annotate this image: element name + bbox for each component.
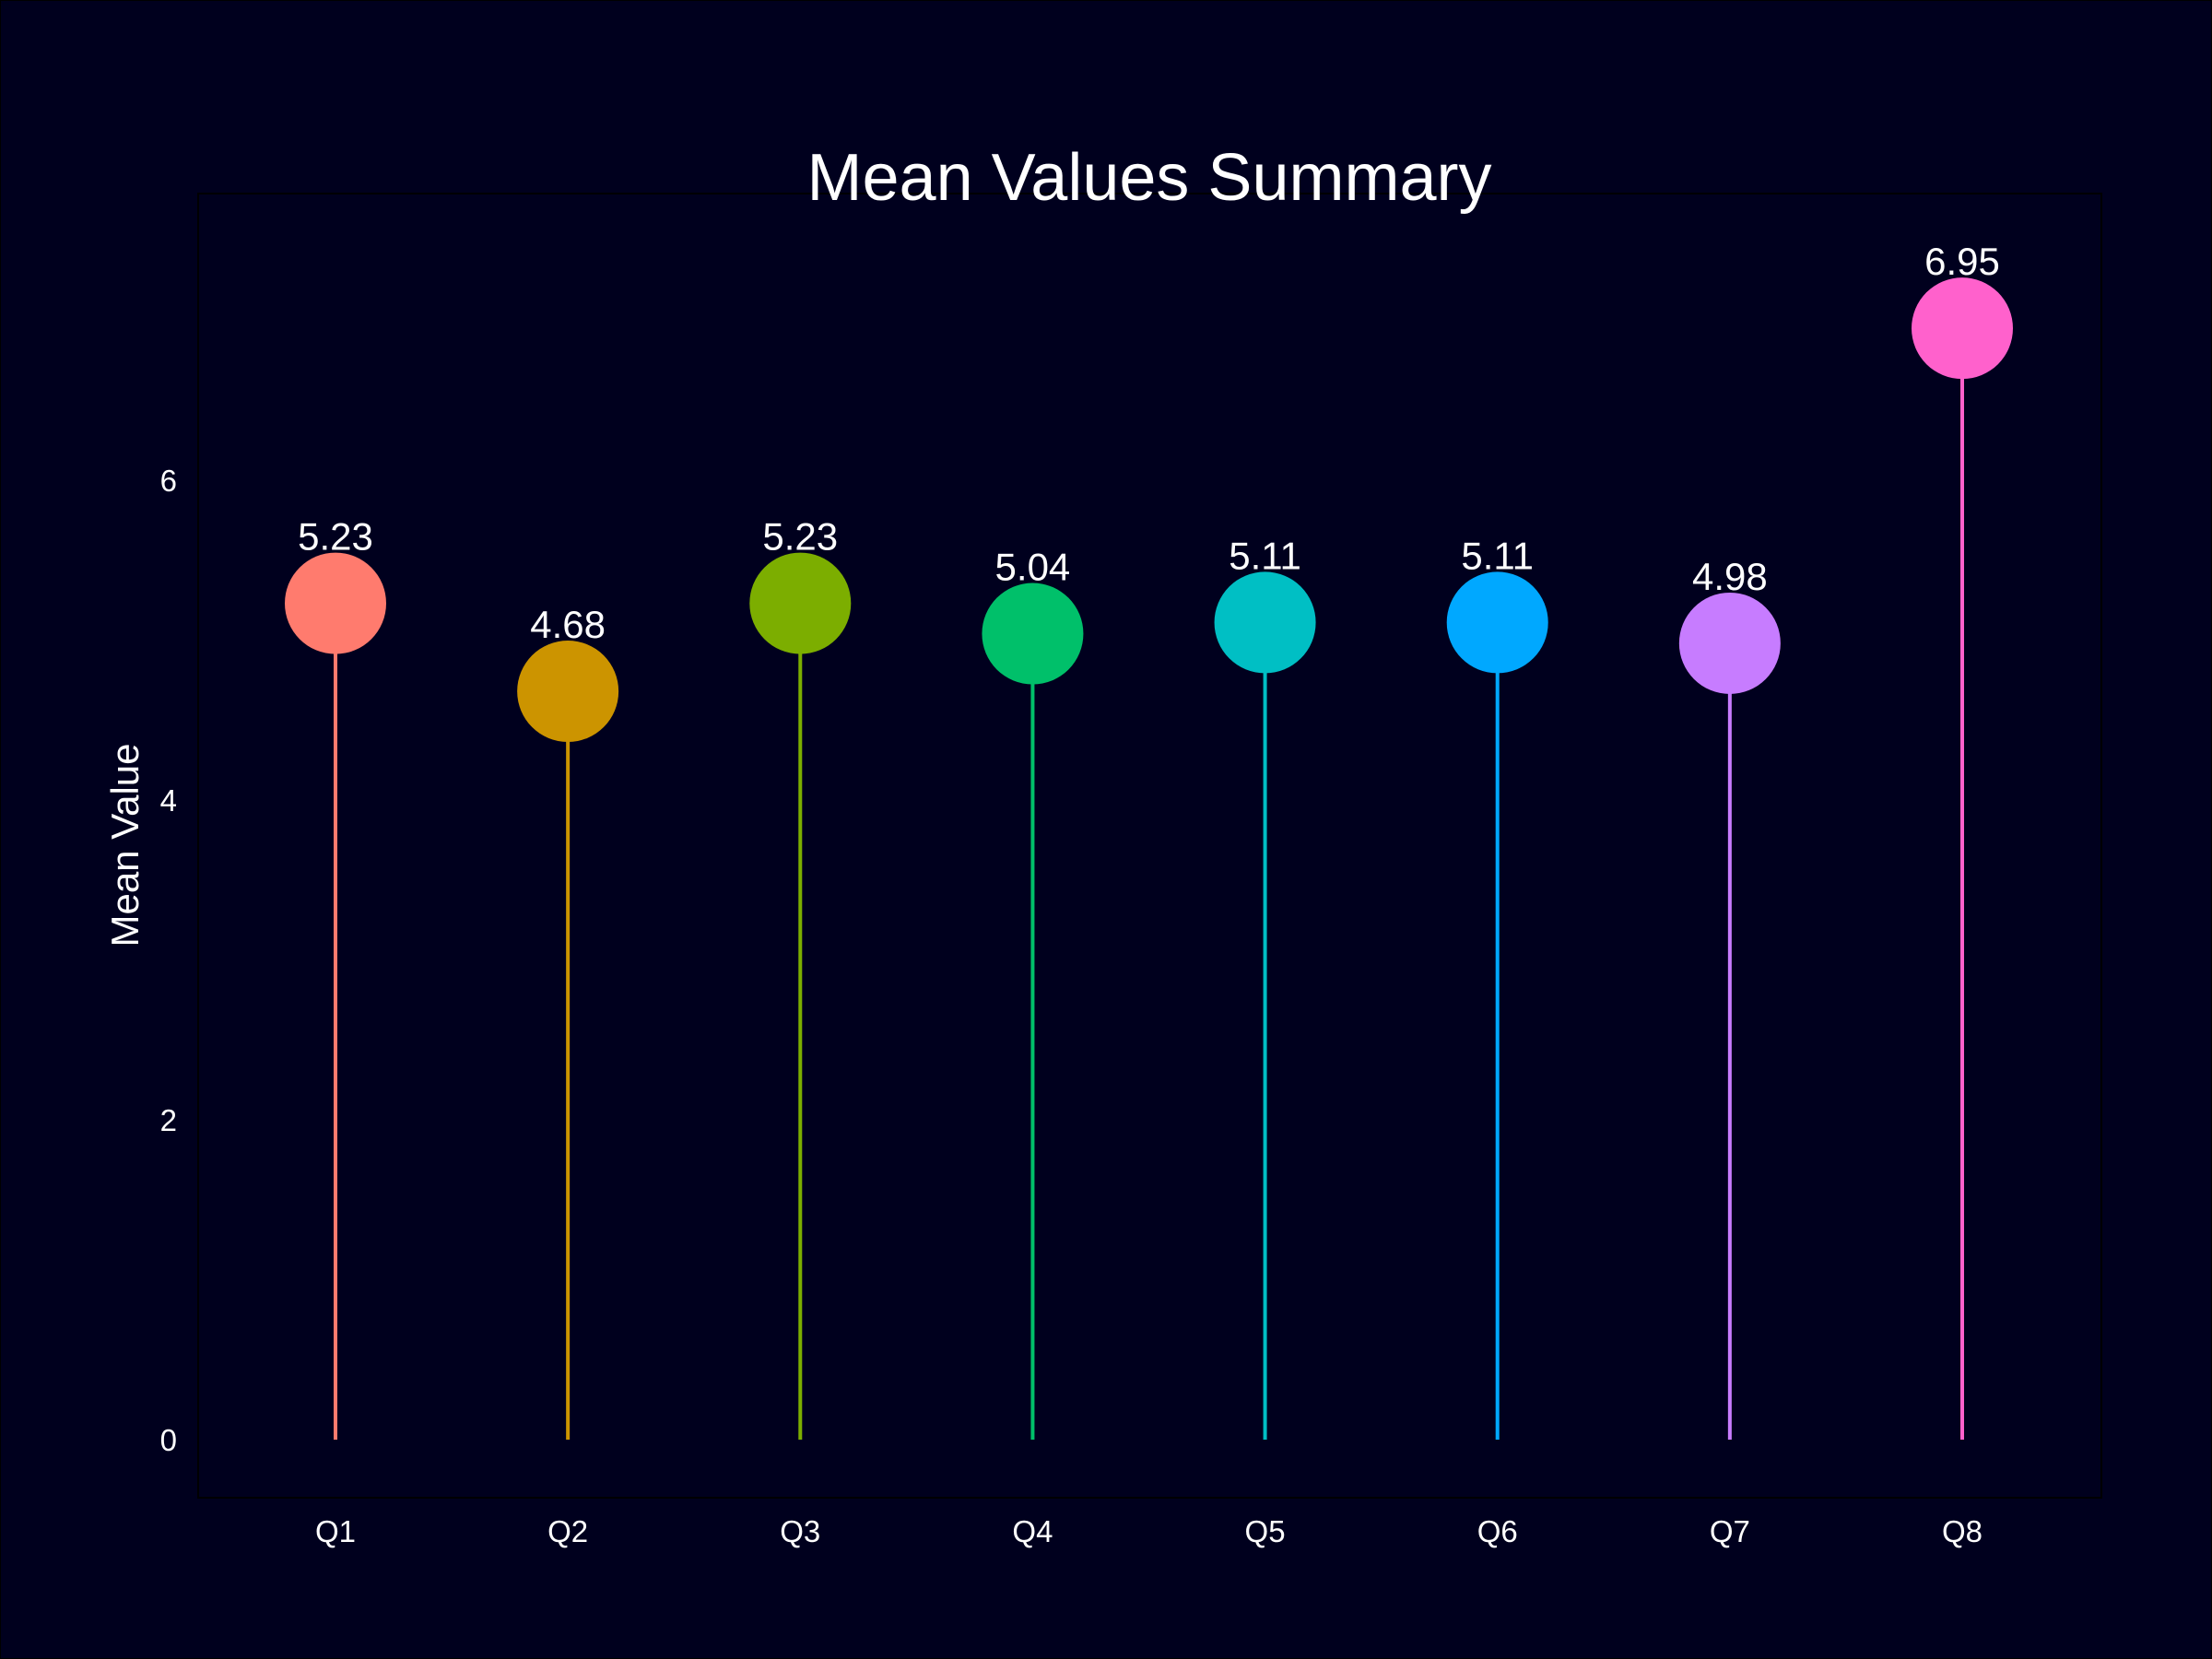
x-axis-ticks: Q1 Q2 Q3 Q4 Q5 Q6 Q7 Q8 (315, 1514, 1983, 1548)
lollipop-point-q1 (285, 552, 386, 654)
y-tick-label: 2 (160, 1103, 177, 1137)
data-label-q3: 5.23 (762, 515, 838, 559)
y-axis-ticks: 0 2 4 6 (160, 464, 177, 1457)
lollipop-point-q7 (1678, 592, 1781, 694)
lollipop-point-q6 (1446, 571, 1548, 674)
lollipop-stems (334, 328, 1964, 1440)
lollipop-point-q2 (517, 641, 619, 743)
data-label-q8: 6.95 (1924, 240, 2000, 283)
x-tick-label: Q6 (1477, 1514, 1518, 1548)
data-labels: 5.23 4.68 5.23 5.04 5.11 5.11 4.98 6.95 (298, 240, 2000, 646)
lollipop-point-q4 (982, 582, 1084, 685)
data-label-q4: 5.04 (995, 546, 1071, 589)
x-tick-label: Q3 (780, 1514, 820, 1548)
x-tick-label: Q5 (1245, 1514, 1286, 1548)
data-label-q2: 4.68 (530, 603, 606, 646)
chart-title: Mean Values Summary (807, 141, 1492, 215)
data-label-q7: 4.98 (1692, 555, 1768, 598)
lollipop-points (285, 277, 2013, 743)
data-label-q1: 5.23 (298, 515, 373, 559)
x-tick-label: Q2 (547, 1514, 588, 1548)
x-tick-label: Q1 (315, 1514, 356, 1548)
lollipop-point-q3 (749, 552, 852, 654)
y-axis-label: Mean Value (103, 743, 147, 947)
plot-panel (197, 193, 2102, 1499)
x-tick-label: Q8 (1942, 1514, 1983, 1548)
y-tick-label: 6 (160, 464, 177, 498)
x-tick-label: Q4 (1012, 1514, 1053, 1548)
data-label-q5: 5.11 (1229, 534, 1301, 577)
lollipop-point-q8 (1912, 277, 2013, 380)
data-label-q6: 5.11 (1461, 534, 1534, 577)
y-tick-label: 0 (160, 1423, 177, 1457)
x-tick-label: Q7 (1710, 1514, 1750, 1548)
lollipop-point-q5 (1214, 571, 1316, 674)
y-tick-label: 4 (160, 783, 177, 818)
